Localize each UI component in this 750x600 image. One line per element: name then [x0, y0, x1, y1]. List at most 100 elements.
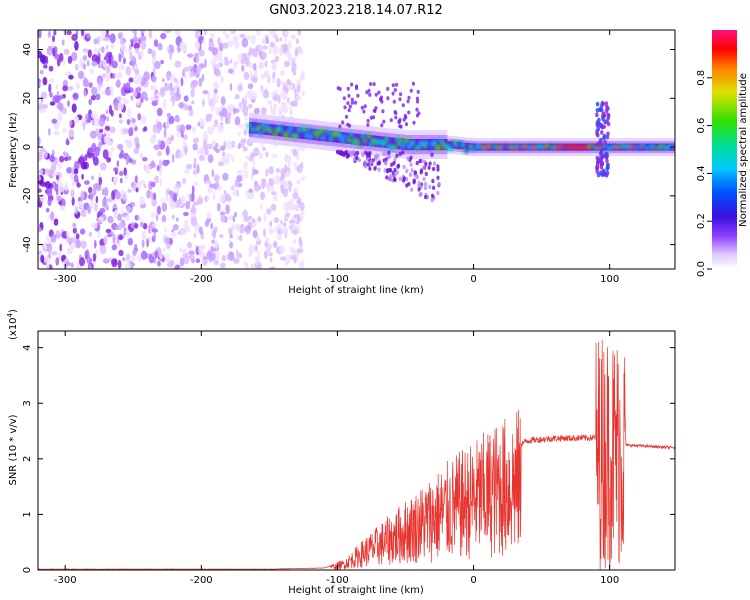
- heatmap-cell: [261, 178, 267, 183]
- heatmap-cell: [94, 146, 100, 157]
- heatmap-cell: [133, 42, 140, 50]
- heatmap-cell: [217, 51, 222, 59]
- heatmap-cell: [97, 47, 102, 53]
- heatmap-cell: [296, 38, 299, 45]
- heatmap-cell: [300, 70, 305, 79]
- heatmap-cell: [168, 190, 175, 195]
- heatmap-cell: [274, 226, 278, 232]
- heatmap-cell: [182, 248, 187, 255]
- heatmap-cell: [292, 239, 297, 244]
- heatmap-cell: [400, 143, 406, 149]
- heatmap-cell: [285, 86, 289, 94]
- heatmap-cell: [263, 250, 268, 259]
- heatmap-cell: [193, 137, 199, 144]
- heatmap-cell: [368, 166, 372, 171]
- heatmap-cell: [231, 30, 234, 34]
- heatmap-cell: [360, 133, 366, 139]
- heatmap-cell: [49, 78, 55, 84]
- heatmap-cell: [128, 77, 134, 83]
- heatmap-cell: [187, 105, 193, 111]
- snr-scale-factor: (x104): [6, 309, 19, 340]
- heatmap-cell: [153, 232, 157, 239]
- heatmap-cell: [260, 73, 266, 80]
- heatmap-cell: [91, 222, 98, 229]
- heatmap-cell: [52, 47, 56, 57]
- heatmap-cell: [263, 228, 266, 238]
- heatmap-cell: [172, 97, 175, 107]
- heatmap-cell: [148, 224, 151, 234]
- heatmap-cell: [414, 139, 418, 151]
- heatmap-cell: [97, 132, 102, 141]
- heatmap-cell: [118, 119, 123, 124]
- heatmap-cell: [53, 218, 59, 226]
- heatmap-cell: [81, 173, 84, 180]
- heatmap-cell: [124, 139, 128, 144]
- heatmap-cell: [417, 180, 421, 186]
- heatmap-cell: [78, 200, 84, 209]
- heatmap-cell: [210, 247, 217, 252]
- heatmap-cell: [196, 164, 200, 174]
- heatmap-cell: [406, 99, 410, 104]
- x-tick-label: -300: [54, 274, 77, 285]
- heatmap-cell: [123, 167, 127, 176]
- heatmap-cell: [288, 125, 294, 131]
- heatmap-cell: [288, 219, 296, 224]
- heatmap-cell: [45, 207, 50, 213]
- heatmap-cell: [118, 249, 124, 257]
- heatmap-cell: [87, 49, 92, 58]
- heatmap-cell: [251, 218, 256, 223]
- heatmap-cell: [245, 170, 249, 179]
- heatmap-cell: [220, 114, 223, 122]
- heatmap-cell: [405, 168, 409, 174]
- heatmap-cell: [131, 30, 136, 34]
- heatmap-cell: [150, 85, 155, 91]
- heatmap-cell: [52, 35, 55, 43]
- heatmap-cell: [237, 84, 243, 92]
- heatmap-cell: [66, 230, 70, 238]
- heatmap-cell: [382, 151, 386, 157]
- heatmap-cell: [275, 37, 280, 42]
- heatmap-cell: [225, 192, 230, 201]
- heatmap-cell: [432, 185, 436, 190]
- colorbar-tick-label: 0.2: [696, 213, 707, 229]
- heatmap-cell: [114, 73, 118, 79]
- heatmap-cell: [53, 30, 57, 36]
- heatmap-cell: [250, 91, 258, 101]
- heatmap-cell: [149, 135, 156, 144]
- heatmap-cell: [38, 227, 42, 233]
- heatmap-cell: [160, 32, 167, 40]
- heatmap-cell: [171, 153, 175, 163]
- heatmap-cell: [606, 131, 610, 137]
- heatmap-cell: [64, 71, 70, 76]
- heatmap-cell: [362, 138, 368, 144]
- heatmap-cell: [393, 157, 397, 162]
- heatmap-cell: [127, 237, 133, 246]
- heatmap-cell: [272, 132, 278, 138]
- heatmap-cell: [297, 127, 301, 139]
- heatmap-cell: [595, 131, 599, 137]
- heatmap-cell: [41, 103, 49, 110]
- heatmap-cell: [118, 234, 123, 241]
- heatmap-cell: [212, 93, 216, 99]
- heatmap-cell: [598, 151, 603, 157]
- heatmap-cell: [436, 164, 440, 169]
- heatmap-cell: [289, 106, 293, 114]
- heatmap-cell: [272, 195, 276, 202]
- heatmap-cell: [136, 86, 141, 93]
- heatmap-cell: [163, 128, 167, 138]
- heatmap-cell: [193, 169, 197, 176]
- heatmap-cell: [605, 153, 609, 159]
- heatmap-cell: [188, 108, 194, 117]
- heatmap-cell: [168, 115, 175, 125]
- heatmap-cell: [348, 104, 352, 109]
- heatmap-cell: [75, 233, 80, 240]
- heatmap-cell: [252, 230, 258, 238]
- heatmap-cell: [248, 61, 253, 70]
- heatmap-cell: [241, 37, 249, 48]
- heatmap-cell: [112, 73, 116, 79]
- heatmap-cell: [111, 244, 118, 251]
- heatmap-cell: [173, 96, 180, 102]
- heatmap-cell: [318, 129, 324, 134]
- heatmap-cell: [366, 134, 372, 139]
- heatmap-cell: [402, 164, 406, 170]
